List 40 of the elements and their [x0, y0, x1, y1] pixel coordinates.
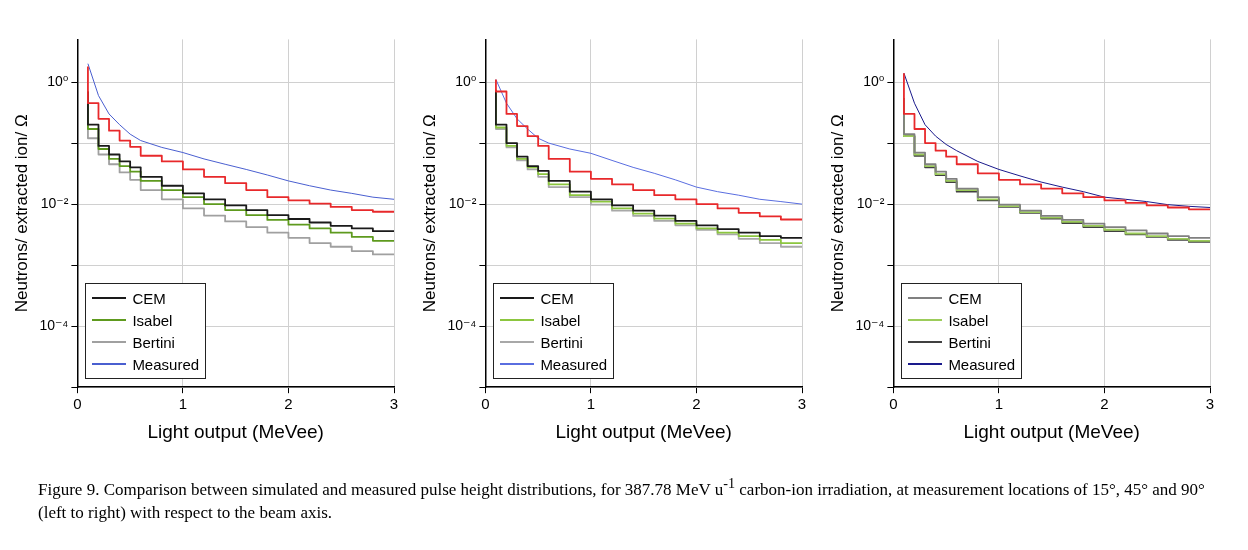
y-axis-title: Neutrons/ extracted ion/ Ω — [11, 114, 31, 313]
legend-label: Bertini — [132, 333, 175, 351]
x-tick-label: 3 — [797, 395, 807, 413]
y-tick-label: 10⁰ — [47, 72, 69, 89]
x-tick-label: 1 — [994, 395, 1004, 413]
y-tick-label: 10⁻⁴ — [39, 317, 69, 334]
x-tick-label: 2 — [692, 395, 701, 413]
x-tick-label: 2 — [1100, 395, 1109, 413]
x-axis-title: Light output (MeVee) — [147, 420, 324, 442]
x-axis-title: Light output (MeVee) — [963, 420, 1140, 442]
x-tick-label: 0 — [481, 395, 490, 413]
x-axis-title: Light output (MeVee) — [555, 420, 732, 442]
y-tick-label: 10⁻² — [448, 194, 477, 211]
legend-label: Bertini — [540, 333, 583, 351]
legend-label: Bertini — [948, 333, 991, 351]
legend-label: Isabel — [948, 311, 989, 329]
legend-label: Measured — [948, 355, 1016, 373]
y-axis-title: Neutrons/ extracted ion/ Ω — [419, 114, 439, 313]
x-tick-label: 0 — [889, 395, 898, 413]
legend-label: CEM — [132, 289, 166, 307]
y-tick-label: 10⁰ — [863, 72, 885, 89]
legend-label: Isabel — [540, 311, 581, 329]
legend-label: CEM — [948, 289, 982, 307]
y-tick-label: 10⁰ — [455, 72, 477, 89]
x-tick-label: 3 — [1205, 395, 1215, 413]
legend-label: Measured — [132, 355, 200, 373]
y-tick-label: 10⁻² — [856, 194, 885, 211]
text: Figure 9. Comparison between simulated and measured pulse height distributions, for 387.78 MeV u$^{-1}$ carbon-ion irradiation, at measurement locations of 15°, 45° and 90° (left to right) with respect to the beam axis. — [38, 475, 1205, 522]
x-tick-label: 1 — [178, 395, 188, 413]
x-tick-label: 1 — [586, 395, 596, 413]
y-tick-label: 10⁻² — [40, 194, 69, 211]
legend-label: CEM — [540, 289, 574, 307]
legend-label: Measured — [540, 355, 608, 373]
x-tick-label: 2 — [284, 395, 293, 413]
legend-label: Isabel — [132, 311, 173, 329]
x-tick-label: 0 — [73, 395, 82, 413]
y-axis-title: Neutrons/ extracted ion/ Ω — [827, 114, 847, 313]
x-tick-label: 3 — [389, 395, 399, 413]
y-tick-label: 10⁻⁴ — [855, 317, 885, 334]
y-tick-label: 10⁻⁴ — [447, 317, 477, 334]
